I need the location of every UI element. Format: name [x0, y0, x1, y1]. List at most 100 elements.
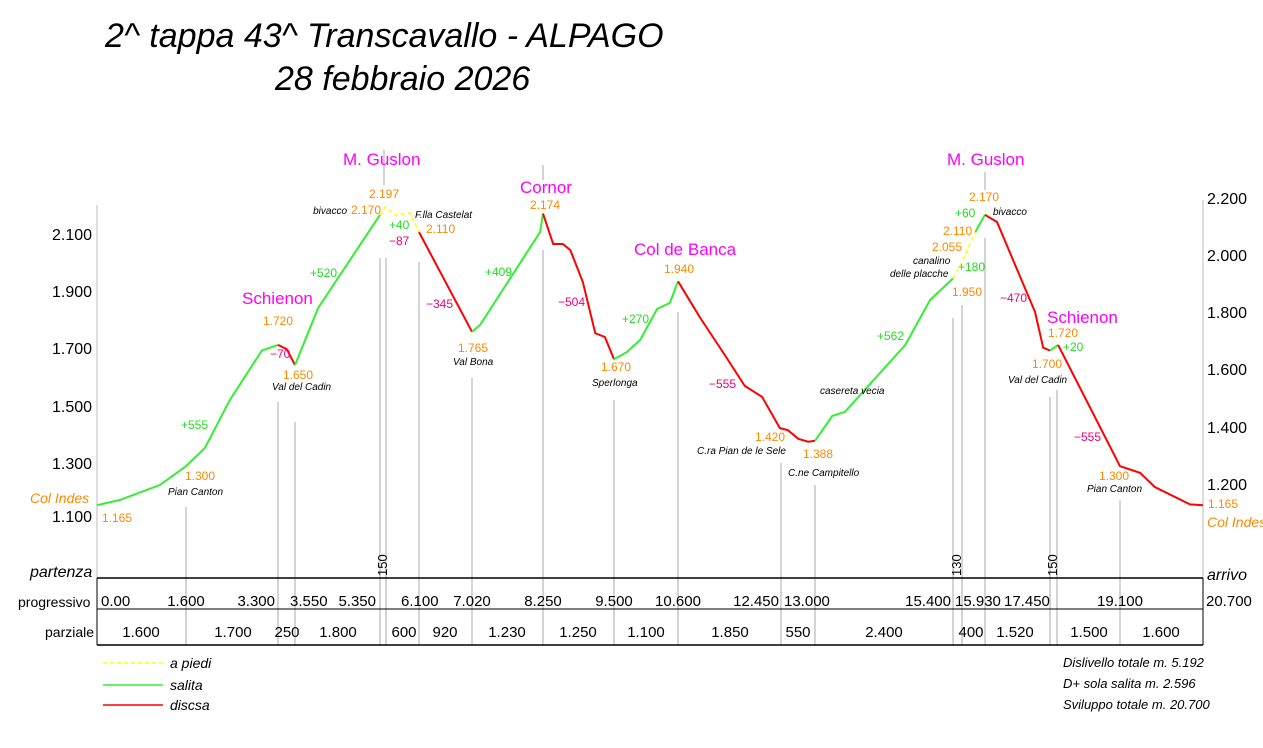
progressive-value: 13.000	[784, 593, 830, 610]
progressive-value: 8.250	[524, 593, 562, 610]
partial-value: 400	[958, 624, 983, 641]
elevation-label: 1.940	[664, 262, 694, 276]
place-label: C.ra Pian de le Sele	[697, 446, 786, 457]
gain-label: +180	[958, 260, 985, 274]
elevation-label: 1.650	[283, 368, 313, 382]
elevation-label: 1.165	[102, 511, 132, 525]
partial-value: 1.800	[319, 624, 357, 641]
chart-title: 2^ tappa 43^ Transcavallo - ALPAGO	[104, 17, 664, 55]
partial-value: 1.230	[488, 624, 526, 641]
peak-label: M. Guslon	[343, 150, 420, 169]
progressive-value: 12.450	[733, 593, 779, 610]
elevation-label: 1.300	[185, 469, 215, 483]
place-label: delle placche	[890, 269, 949, 280]
profile-segment-walk	[379, 205, 420, 233]
partial-value: 1.850	[711, 624, 749, 641]
partial-row-label: parziale	[45, 624, 94, 640]
elevation-label: 2.197	[369, 187, 399, 201]
progressive-value: 1.600	[167, 593, 205, 610]
elevation-label: 2.170	[351, 203, 381, 217]
right-axis-tick-label: 1.400	[1207, 420, 1247, 437]
gain-label: +270	[622, 312, 649, 326]
partial-value: 1.250	[559, 624, 597, 641]
gain-label: +562	[877, 329, 904, 343]
summary-stat: D+ sola salita m. 2.596	[1063, 676, 1196, 691]
place-label: canalino	[913, 256, 951, 267]
peak-label: Schienon	[242, 289, 313, 308]
short-segment-label: 150	[375, 554, 390, 576]
profile-segment-descent	[677, 280, 816, 443]
loss-label: −70	[270, 347, 291, 361]
elevation-label: 2.055	[932, 240, 962, 254]
place-label: bivacco	[993, 207, 1027, 218]
gain-label: +40	[389, 218, 410, 232]
progressive-value: 19.100	[1097, 593, 1143, 610]
place-label: Sperlonga	[592, 378, 638, 389]
partial-value: 1.520	[996, 624, 1034, 641]
partial-value: 600	[391, 624, 416, 641]
endpoint-label: Col Indes	[30, 490, 89, 506]
peak-label: Schienon	[1047, 308, 1118, 327]
legend-label: discsa	[170, 697, 210, 713]
place-label: F.lla Castelat	[415, 210, 473, 221]
left-axis-tick-label: 1.100	[52, 509, 92, 526]
legend-label: salita	[170, 677, 203, 693]
elevation-label: 1.300	[1099, 469, 1129, 483]
end-label: arrivo	[1207, 567, 1247, 584]
left-axis-tick-label: 1.300	[52, 456, 92, 473]
left-axis-tick-label: 1.700	[52, 341, 92, 358]
profile-segment-climb	[471, 213, 544, 333]
loss-label: −504	[558, 295, 585, 309]
loss-label: −87	[389, 234, 410, 248]
peak-label: M. Guslon	[947, 150, 1024, 169]
profile-segment-walk	[952, 231, 976, 279]
elevation-label: 1.670	[601, 360, 631, 374]
partial-value: 1.600	[1142, 624, 1180, 641]
elevation-label: 2.174	[530, 198, 560, 212]
profile-segment-climb	[613, 280, 679, 361]
endpoint-label: Col Indes	[1207, 514, 1263, 530]
profile-segment-climb	[814, 277, 954, 442]
elevation-label: 1.388	[803, 447, 833, 461]
gain-label: +555	[181, 418, 208, 432]
partial-value: 1.600	[122, 624, 160, 641]
elevation-label: 1.420	[755, 430, 785, 444]
progressive-value: 17.450	[1004, 593, 1050, 610]
loss-label: −345	[426, 297, 453, 311]
gain-label: +20	[1063, 340, 1084, 354]
partial-value: 550	[785, 624, 810, 641]
profile-segment-descent	[542, 213, 615, 360]
elevation-label: 1.765	[458, 341, 488, 355]
profile-segment-climb	[974, 214, 986, 233]
summary-stat: Dislivello totale m. 5.192	[1063, 655, 1205, 670]
gain-label: +60	[955, 206, 976, 220]
left-axis-tick-label: 1.500	[52, 399, 92, 416]
profile-segment-climb	[1049, 344, 1059, 352]
loss-label: −555	[1074, 430, 1101, 444]
progressive-value: 9.500	[595, 593, 633, 610]
gain-label: +520	[310, 266, 337, 280]
right-axis-tick-label: 1.800	[1207, 305, 1247, 322]
progressive-value: 3.550	[290, 593, 328, 610]
partial-value: 2.400	[865, 624, 903, 641]
place-label: Val del Cadin	[272, 382, 332, 393]
loss-label: −555	[709, 377, 736, 391]
place-label: Val del Cadin	[1008, 375, 1068, 386]
right-axis-tick-label: 2.200	[1207, 191, 1247, 208]
profile-segment-descent	[277, 344, 296, 366]
summary-stat: Sviluppo totale m. 20.700	[1063, 697, 1210, 712]
place-label: C.ne Campitello	[788, 468, 860, 479]
right-axis-tick-label: 2.000	[1207, 248, 1247, 265]
progressive-value: 0.00	[101, 593, 130, 610]
place-label: bivacco	[313, 206, 347, 217]
left-axis-tick-label: 1.900	[52, 284, 92, 301]
partial-value: 1.100	[627, 624, 665, 641]
elevation-label: 1.720	[1048, 326, 1078, 340]
elevation-label: 2.110	[426, 222, 455, 236]
place-label: Pian Canton	[1087, 484, 1142, 495]
gain-label: +409	[485, 265, 512, 279]
short-segment-label: 150	[1045, 554, 1060, 576]
right-axis-tick-label: 1.200	[1207, 477, 1247, 494]
profile-segment-descent	[984, 213, 1051, 352]
